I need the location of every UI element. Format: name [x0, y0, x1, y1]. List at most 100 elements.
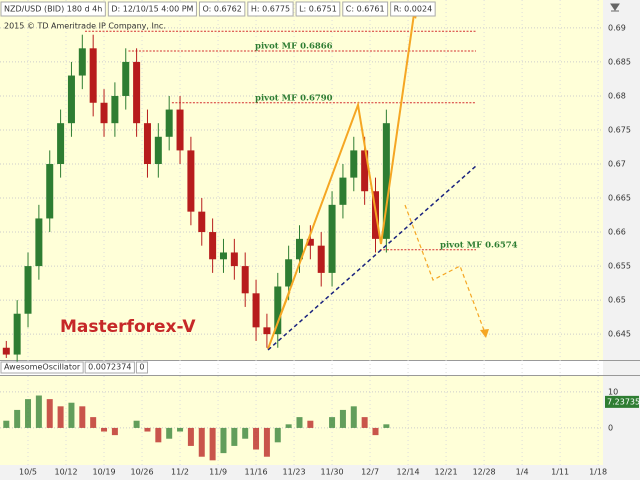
oscillator-bar — [133, 420, 140, 428]
header-box — [0, 361, 84, 374]
trend-line — [267, 165, 477, 351]
candle-body — [339, 177, 347, 205]
candle-body — [219, 252, 227, 260]
header-field: C: 0.6761 — [346, 5, 385, 14]
oscillator-bar — [285, 424, 292, 428]
oscillator-bar — [166, 427, 173, 439]
candle-body — [46, 164, 54, 219]
y-tick-label: 0.645 — [608, 330, 631, 339]
oscillator-bar — [231, 427, 238, 446]
x-tick-label: 11/9 — [209, 468, 227, 477]
collapse-icon[interactable] — [610, 3, 620, 12]
header-box — [390, 1, 436, 17]
candle-body — [13, 313, 21, 355]
candle-body — [274, 286, 282, 335]
oscillator-bar — [329, 417, 336, 428]
value-tag — [605, 395, 639, 408]
x-tick-label: 1/11 — [551, 468, 569, 477]
candle-body — [317, 245, 325, 273]
candle-body — [100, 102, 108, 124]
header-box — [135, 361, 149, 374]
y-tick-label: 0.67 — [608, 160, 626, 169]
candle-body — [361, 150, 369, 192]
candle-body — [198, 211, 206, 233]
oscillator-bar — [57, 406, 64, 428]
oscillator-bar — [253, 427, 260, 450]
candle-body — [285, 259, 293, 287]
y-tick-label: 0.675 — [608, 125, 631, 134]
x-tick-label: 11/16 — [245, 468, 268, 477]
price-panel — [0, 0, 603, 360]
pivot-label: pivot MF 0.6574 — [440, 240, 518, 250]
oscillator-bar — [339, 409, 346, 428]
oscillator-bar — [3, 420, 10, 428]
oscillator-header: 0 — [139, 363, 144, 372]
oscillator-bar — [263, 427, 270, 457]
candle-body — [143, 123, 151, 165]
candle-body — [78, 48, 86, 76]
candle-body — [306, 238, 314, 246]
header-box — [107, 1, 197, 17]
y-tick-label: 0.665 — [608, 194, 631, 203]
pivot-label: pivot MF 0.6866 — [255, 42, 333, 52]
pivot-label: pivot MF 0.6790 — [255, 93, 333, 103]
candle-body — [209, 232, 217, 260]
oscillator-bar — [242, 427, 249, 439]
x-tick-label: 12/21 — [435, 468, 458, 477]
oscillator-bar — [79, 406, 86, 428]
candle-body — [295, 238, 303, 260]
y-tick-label: 0.655 — [608, 262, 631, 271]
y-tick-label: 0.68 — [608, 91, 626, 100]
candle-body — [263, 327, 271, 335]
header-field: R: 0.0024 — [394, 5, 433, 14]
oscillator-bar — [90, 417, 97, 428]
x-tick-label: 1/18 — [589, 468, 607, 477]
oscillator-bar — [177, 427, 184, 432]
oscillator-bar — [144, 427, 151, 432]
header-field: O: 0.6762 — [202, 5, 241, 14]
watermark: Masterforex-V — [60, 317, 196, 337]
x-tick-label: 10/12 — [54, 468, 77, 477]
x-tick-label: 10/19 — [92, 468, 115, 477]
wave-line — [267, 291, 291, 350]
candle-body — [350, 150, 358, 178]
oscillator-header: AwesomeOscillator — [4, 363, 81, 372]
candle-body — [67, 75, 75, 124]
x-tick-label: 12/14 — [397, 468, 420, 477]
wave-line — [267, 13, 415, 350]
oscillator-bar — [220, 427, 227, 454]
oscillator-bar — [111, 427, 118, 436]
header-box — [295, 1, 341, 17]
candle-body — [241, 266, 249, 294]
oscillator-bar — [383, 424, 390, 428]
candle-body — [165, 109, 173, 137]
candle-body — [382, 123, 390, 239]
oscillator-bar — [296, 417, 303, 428]
oscillator-bar — [372, 427, 379, 436]
y-tick-label: 0.685 — [608, 57, 631, 66]
arrow-head — [480, 329, 489, 338]
candle-body — [24, 266, 32, 314]
candle-body — [176, 109, 184, 151]
value-tag-label: 7.23735 — [607, 397, 640, 406]
y-tick-label: 0 — [608, 423, 613, 432]
oscillator-header: 0.0072374 — [88, 363, 131, 372]
oscillator-bar — [209, 427, 216, 461]
header-box — [247, 1, 294, 17]
x-tick-label: 12/7 — [361, 468, 379, 477]
candle-body — [35, 218, 43, 267]
oscillator-bar — [198, 427, 205, 457]
x-tick-label: 10/26 — [131, 468, 154, 477]
y-tick-label: 10 — [608, 387, 618, 396]
header-field: D: 12/10/15 4:00 PM — [111, 5, 193, 14]
oscillator-bar — [155, 427, 162, 443]
y-tick-label: 0.66 — [608, 228, 626, 237]
oscillator-bar — [187, 427, 194, 446]
candle-body — [252, 293, 260, 328]
oscillator-bar — [361, 417, 368, 428]
candle-body — [111, 95, 119, 124]
y-tick-label: 0.69 — [608, 23, 626, 32]
header-box — [342, 1, 389, 17]
copyright: 2015 © TD Ameritrade IP Company, Inc. — [4, 22, 166, 31]
